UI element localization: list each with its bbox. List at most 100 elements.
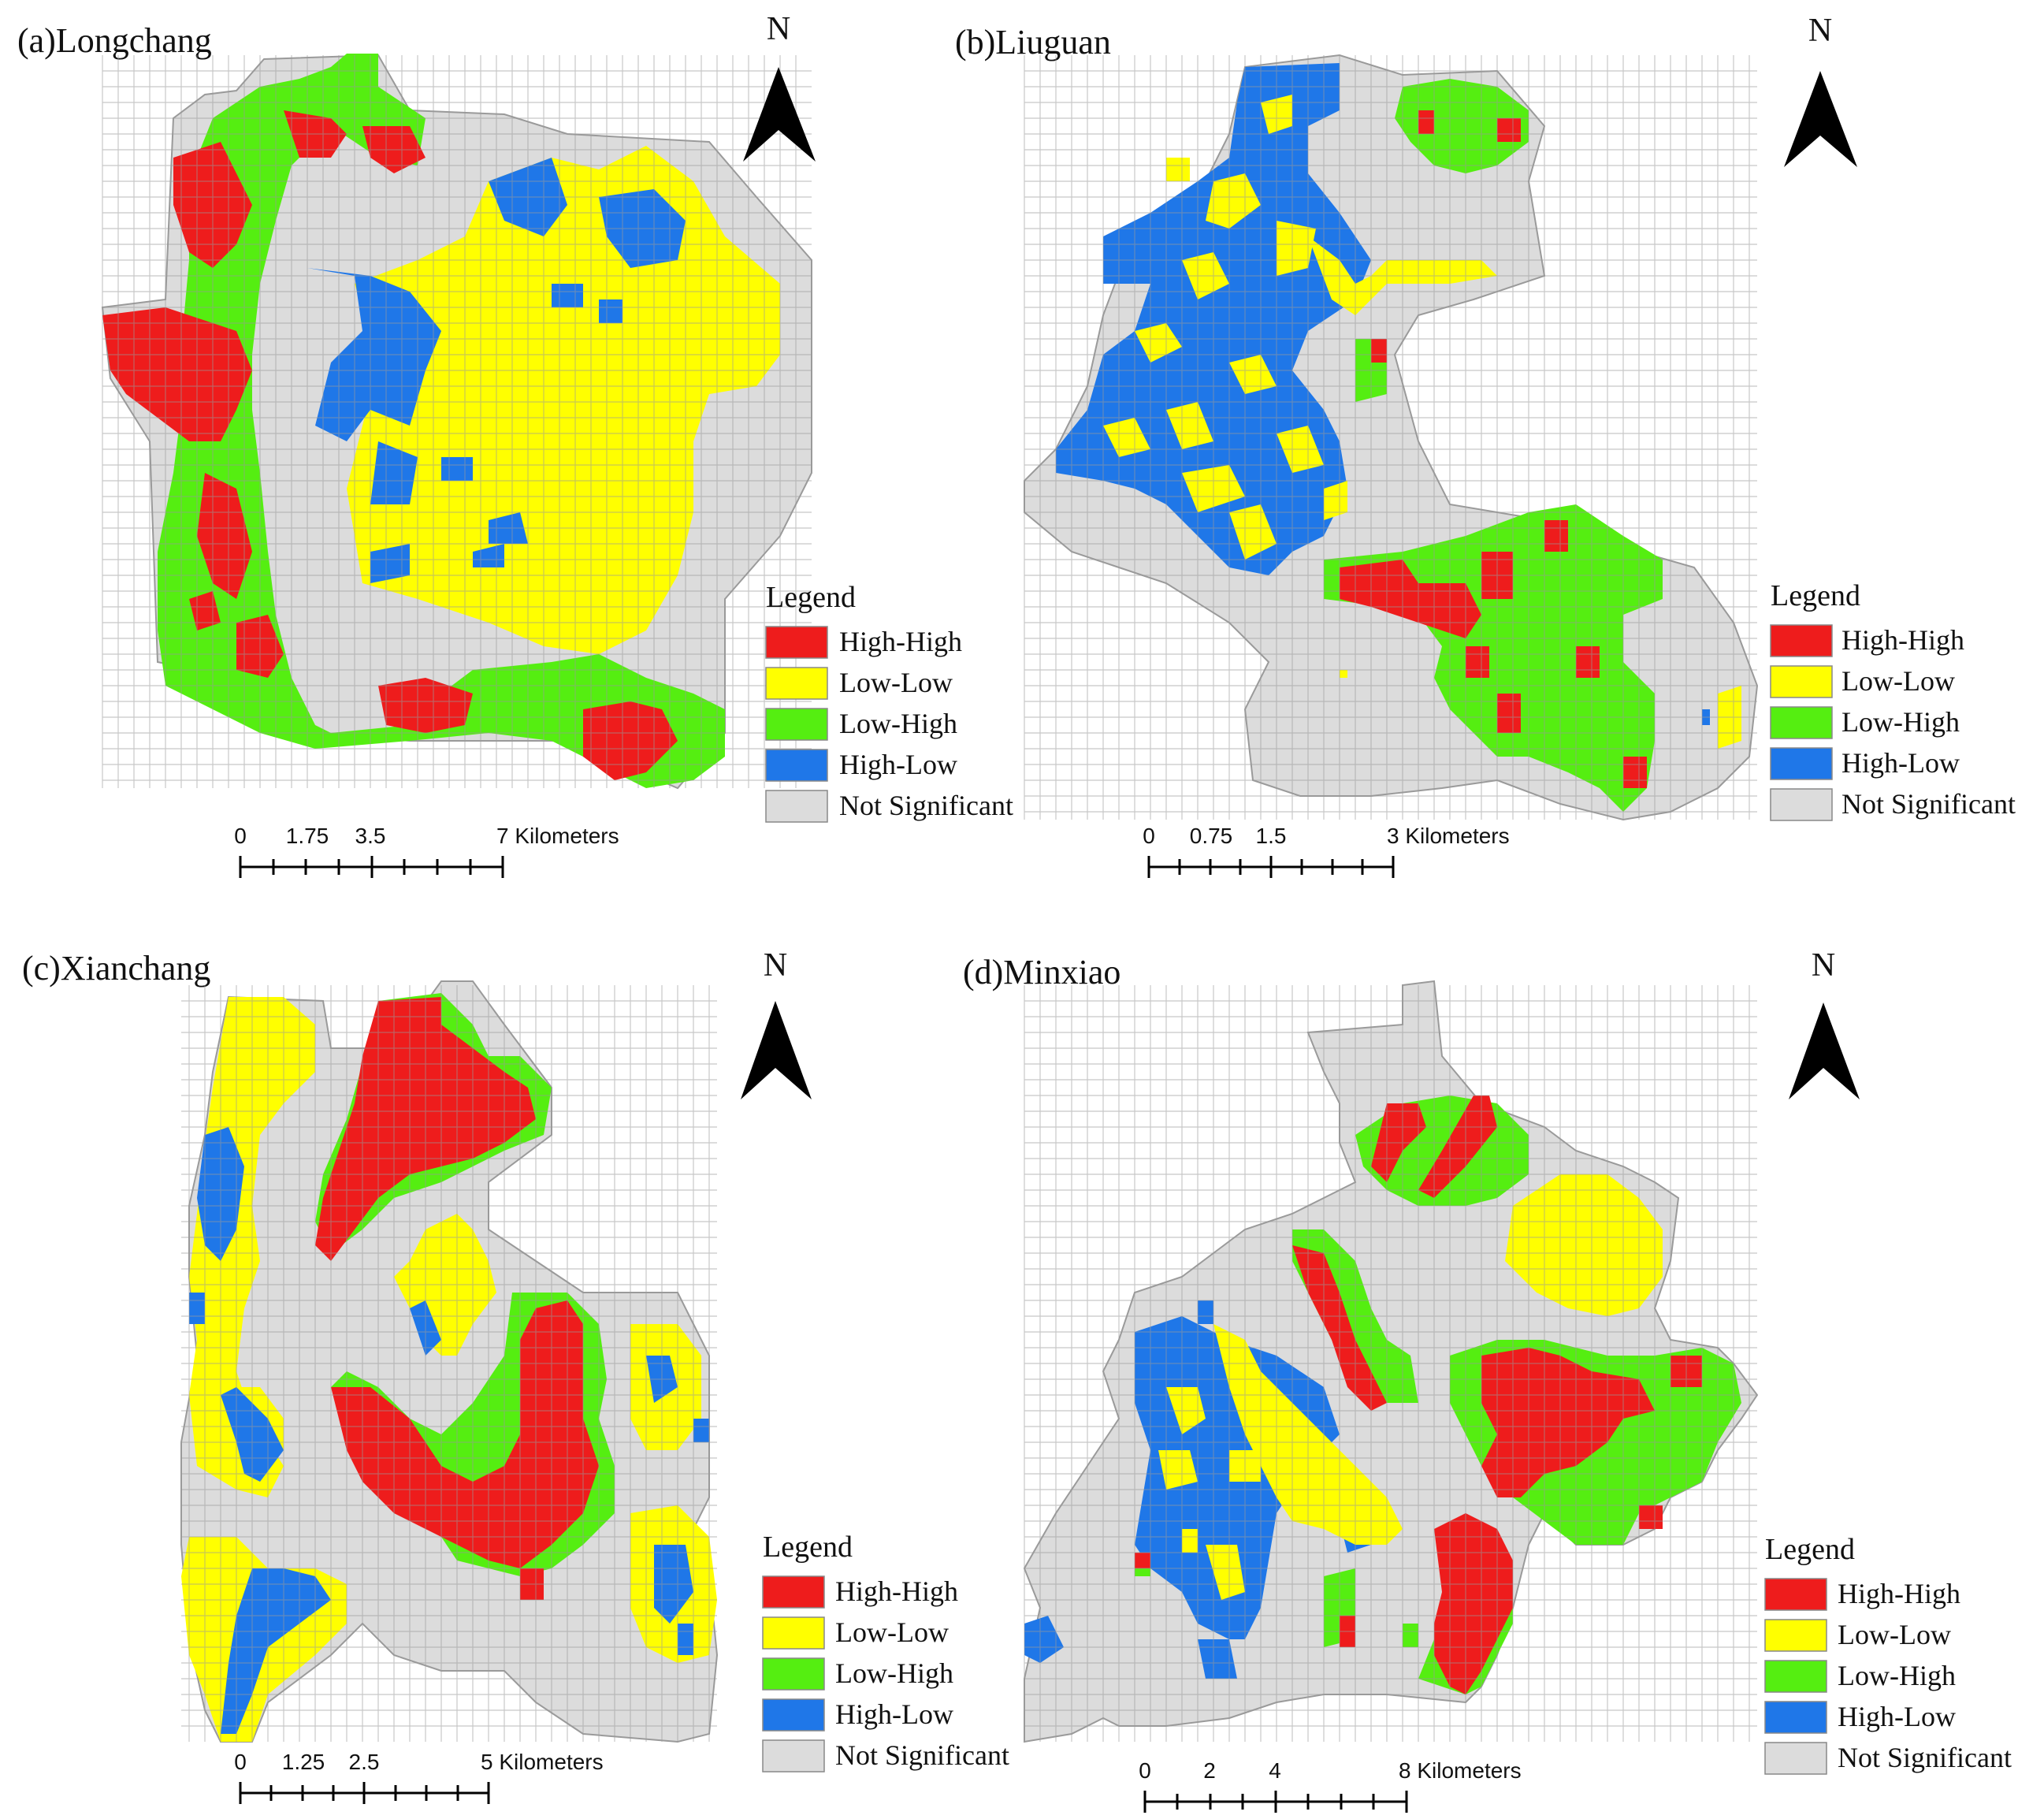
scale-tick-label: 1.25 [282,1750,325,1774]
legend-item-low-low: Low-Low [762,1616,949,1650]
low-low-region [347,146,780,654]
panel-a: (a)Longchang [17,11,1013,878]
scale-bar-line [239,1782,490,1804]
legend-item-high-low: High-Low [1764,1701,1956,1734]
north-arrow: N [743,11,816,162]
legend-item-low-high: Low-High [765,708,957,741]
north-arrow-icon [741,1001,812,1099]
north-arrow-icon [1789,1002,1860,1099]
north-arrow: N [741,947,812,1099]
legend-item-low-high: Low-High [762,1657,953,1691]
legend-label-high-high: High-High [839,626,962,657]
legend-swatch-high-high [762,1575,825,1609]
scale-bar: 0 0.75 1.5 3 Kilometers [1143,824,1510,878]
legend-item-not-significant: Not Significant [762,1739,1009,1773]
legend-swatch-not-significant [1764,1742,1827,1775]
scale-tick-label: 0 [234,1750,247,1774]
scale-tick-label: 0 [1143,824,1155,848]
north-arrow-icon [1784,71,1857,167]
legend-swatch-high-low [1770,747,1833,780]
legend-label-high-high: High-High [1838,1578,1960,1609]
north-label: N [764,947,787,984]
panel-c: (c)Xianchang [22,947,1009,1804]
legend-swatch-not-significant [765,790,828,823]
scale-tick-label: 1.5 [1256,824,1287,848]
panel-title: (b)Liuguan [955,23,1111,61]
north-arrow: N [1789,947,1860,1099]
legend-swatch-high-high [765,626,828,659]
legend-title: Legend [1765,1533,1855,1566]
legend-title: Legend [1771,579,1860,612]
scale-tick-label: 5 Kilometers [481,1750,604,1774]
legend-label-high-high: High-High [1841,624,1964,656]
legend-label-low-high: Low-High [839,708,957,739]
legend-label-low-low: Low-Low [1838,1619,1951,1650]
north-label: N [1812,947,1835,984]
legend-item-not-significant: Not Significant [765,790,1013,823]
scale-tick-label: 2.5 [349,1750,380,1774]
legend-title: Legend [766,581,856,614]
legend-item-low-high: Low-High [1764,1660,1956,1693]
legend-item-low-low: Low-Low [1764,1619,1951,1652]
grid-overlay [1024,55,1757,820]
scale-bar-line [1147,856,1395,878]
legend-label-low-low: Low-Low [839,667,953,698]
scale-bar: 0 1.75 3.5 7 Kilometers [234,824,619,878]
legend-label-low-high: Low-High [1838,1660,1956,1691]
legend-label-high-low: High-Low [839,749,957,780]
legend-label-high-high: High-High [835,1575,958,1607]
legend-label-not-significant: Not Significant [1838,1742,2012,1773]
map-area-d [1023,980,1759,1743]
legend-item-high-low: High-Low [765,749,957,782]
legend-label-not-significant: Not Significant [839,790,1013,821]
scale-tick-label: 1.75 [286,824,329,848]
north-label: N [767,11,790,47]
legend-swatch-high-low [1764,1701,1827,1734]
scale-tick-label: 7 Kilometers [496,824,619,848]
panel-b: (b)Liuguan [955,13,2016,878]
legend-item-high-low: High-Low [762,1698,953,1732]
legend-item-high-high: High-High [765,626,962,659]
map-area-b [1024,54,1759,821]
legend-swatch-not-significant [762,1739,825,1773]
north-arrow: N [1784,13,1857,167]
legend-swatch-high-high [1764,1578,1827,1611]
legend-swatch-low-low [1770,665,1833,698]
legend-label-high-low: High-Low [1838,1701,1956,1732]
grid-overlay [181,985,717,1742]
scale-bar: 0 1.25 2.5 5 Kilometers [234,1750,604,1804]
legend-swatch-low-high [1764,1660,1827,1693]
low-high-region [158,54,725,788]
scale-bar-line [1143,1791,1408,1813]
scale-tick-label: 3.5 [355,824,386,848]
legend-swatch-low-high [765,708,828,741]
legend-item-low-high: Low-High [1770,706,1960,739]
scale-tick-label: 2 [1203,1758,1216,1783]
map-area-a [101,54,812,790]
legend-label-low-low: Low-Low [1841,665,1955,697]
legend: Legend High-High Low-Low Low-High High-L… [1770,579,2016,821]
legend: Legend High-High Low-Low Low-High High-L… [1764,1533,2012,1775]
map-area-c [180,980,719,1743]
panel-title: (c)Xianchang [22,949,210,988]
legend-item-not-significant: Not Significant [1770,788,2016,821]
legend-label-low-high: Low-High [835,1657,953,1689]
legend: Legend High-High Low-Low Low-High High-L… [762,1531,1009,1773]
legend-item-not-significant: Not Significant [1764,1742,2012,1775]
legend-label-high-low: High-Low [1841,747,1960,779]
legend-swatch-not-significant [1770,788,1833,821]
legend-item-high-high: High-High [1764,1578,1960,1611]
legend-item-low-low: Low-Low [765,667,953,700]
scale-tick-label: 0 [234,824,247,848]
north-arrow-icon [743,67,816,162]
legend-swatch-low-high [762,1657,825,1691]
scale-tick-label: 4 [1269,1758,1281,1783]
legend-label-not-significant: Not Significant [835,1739,1009,1771]
legend-swatch-low-low [765,667,828,700]
grid-overlay [1024,985,1757,1742]
legend-label-high-low: High-Low [835,1698,953,1730]
north-label: N [1808,13,1832,49]
legend-swatch-high-low [765,749,828,782]
